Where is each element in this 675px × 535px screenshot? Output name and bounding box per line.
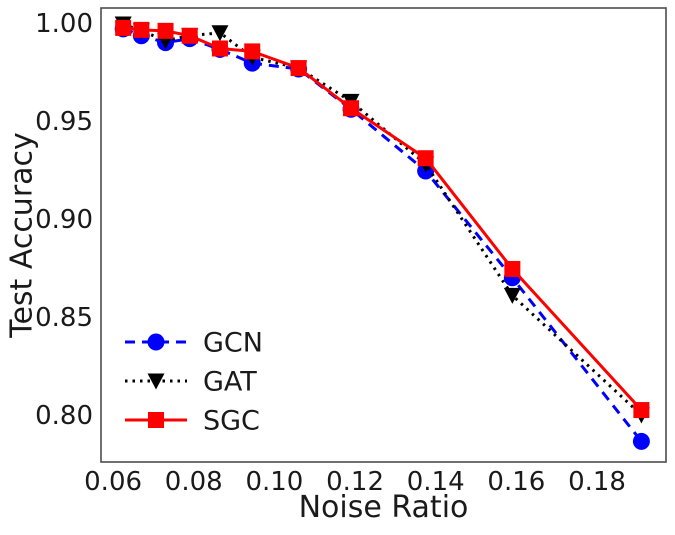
sgc-marker — [633, 402, 650, 419]
y-tick-label: 1.00 — [35, 9, 93, 39]
legend-item-gcn: GCN — [125, 328, 263, 359]
series-line-gat — [122, 22, 643, 417]
x-axis-label: Noise Ratio — [298, 490, 469, 525]
series-line-sgc — [123, 26, 643, 412]
legend: GCN GAT SGC — [125, 328, 263, 437]
y-axis-label: Test Accuracy — [4, 132, 40, 338]
x-tick-label: 0.18 — [568, 467, 626, 497]
legend-triangle-down-icon — [147, 373, 165, 390]
sgc-marker — [181, 27, 198, 44]
x-tick-label: 0.16 — [487, 467, 545, 497]
legend-circle-icon — [147, 333, 165, 351]
gcn-marker — [632, 432, 650, 450]
sgc-marker — [290, 60, 307, 77]
sgc-marker — [504, 260, 521, 277]
legend-square-icon — [148, 412, 164, 428]
y-tick-label: 0.80 — [35, 401, 93, 431]
series-gcn — [114, 20, 650, 450]
plot-border — [100, 7, 667, 463]
legend-item-sgc: SGC — [125, 406, 260, 437]
legend-item-gat: GAT — [125, 367, 257, 398]
sgc-marker — [133, 21, 150, 38]
x-tick-label: 0.08 — [165, 467, 223, 497]
x-tick-label: 0.12 — [326, 467, 384, 497]
sgc-marker — [244, 43, 261, 60]
sgc-marker — [417, 150, 434, 167]
legend-label: GCN — [203, 328, 263, 359]
x-tick-label: 0.06 — [84, 467, 142, 497]
sgc-marker — [211, 40, 228, 57]
sgc-marker — [157, 22, 174, 39]
legend-label: GAT — [203, 367, 257, 398]
sgc-marker — [115, 19, 132, 36]
gat-marker — [503, 287, 521, 304]
x-tick-label: 0.10 — [245, 467, 303, 497]
series-sgc — [115, 19, 650, 419]
y-tick-label: 0.95 — [35, 107, 93, 137]
series-line-gcn — [122, 27, 643, 443]
sgc-marker — [343, 100, 360, 117]
series-gat — [114, 16, 650, 424]
x-tick-label: 0.14 — [407, 467, 465, 497]
legend-label: SGC — [203, 406, 260, 437]
y-tick-label: 0.90 — [35, 205, 93, 235]
gat-marker — [211, 25, 229, 42]
y-tick-label: 0.85 — [35, 303, 93, 333]
